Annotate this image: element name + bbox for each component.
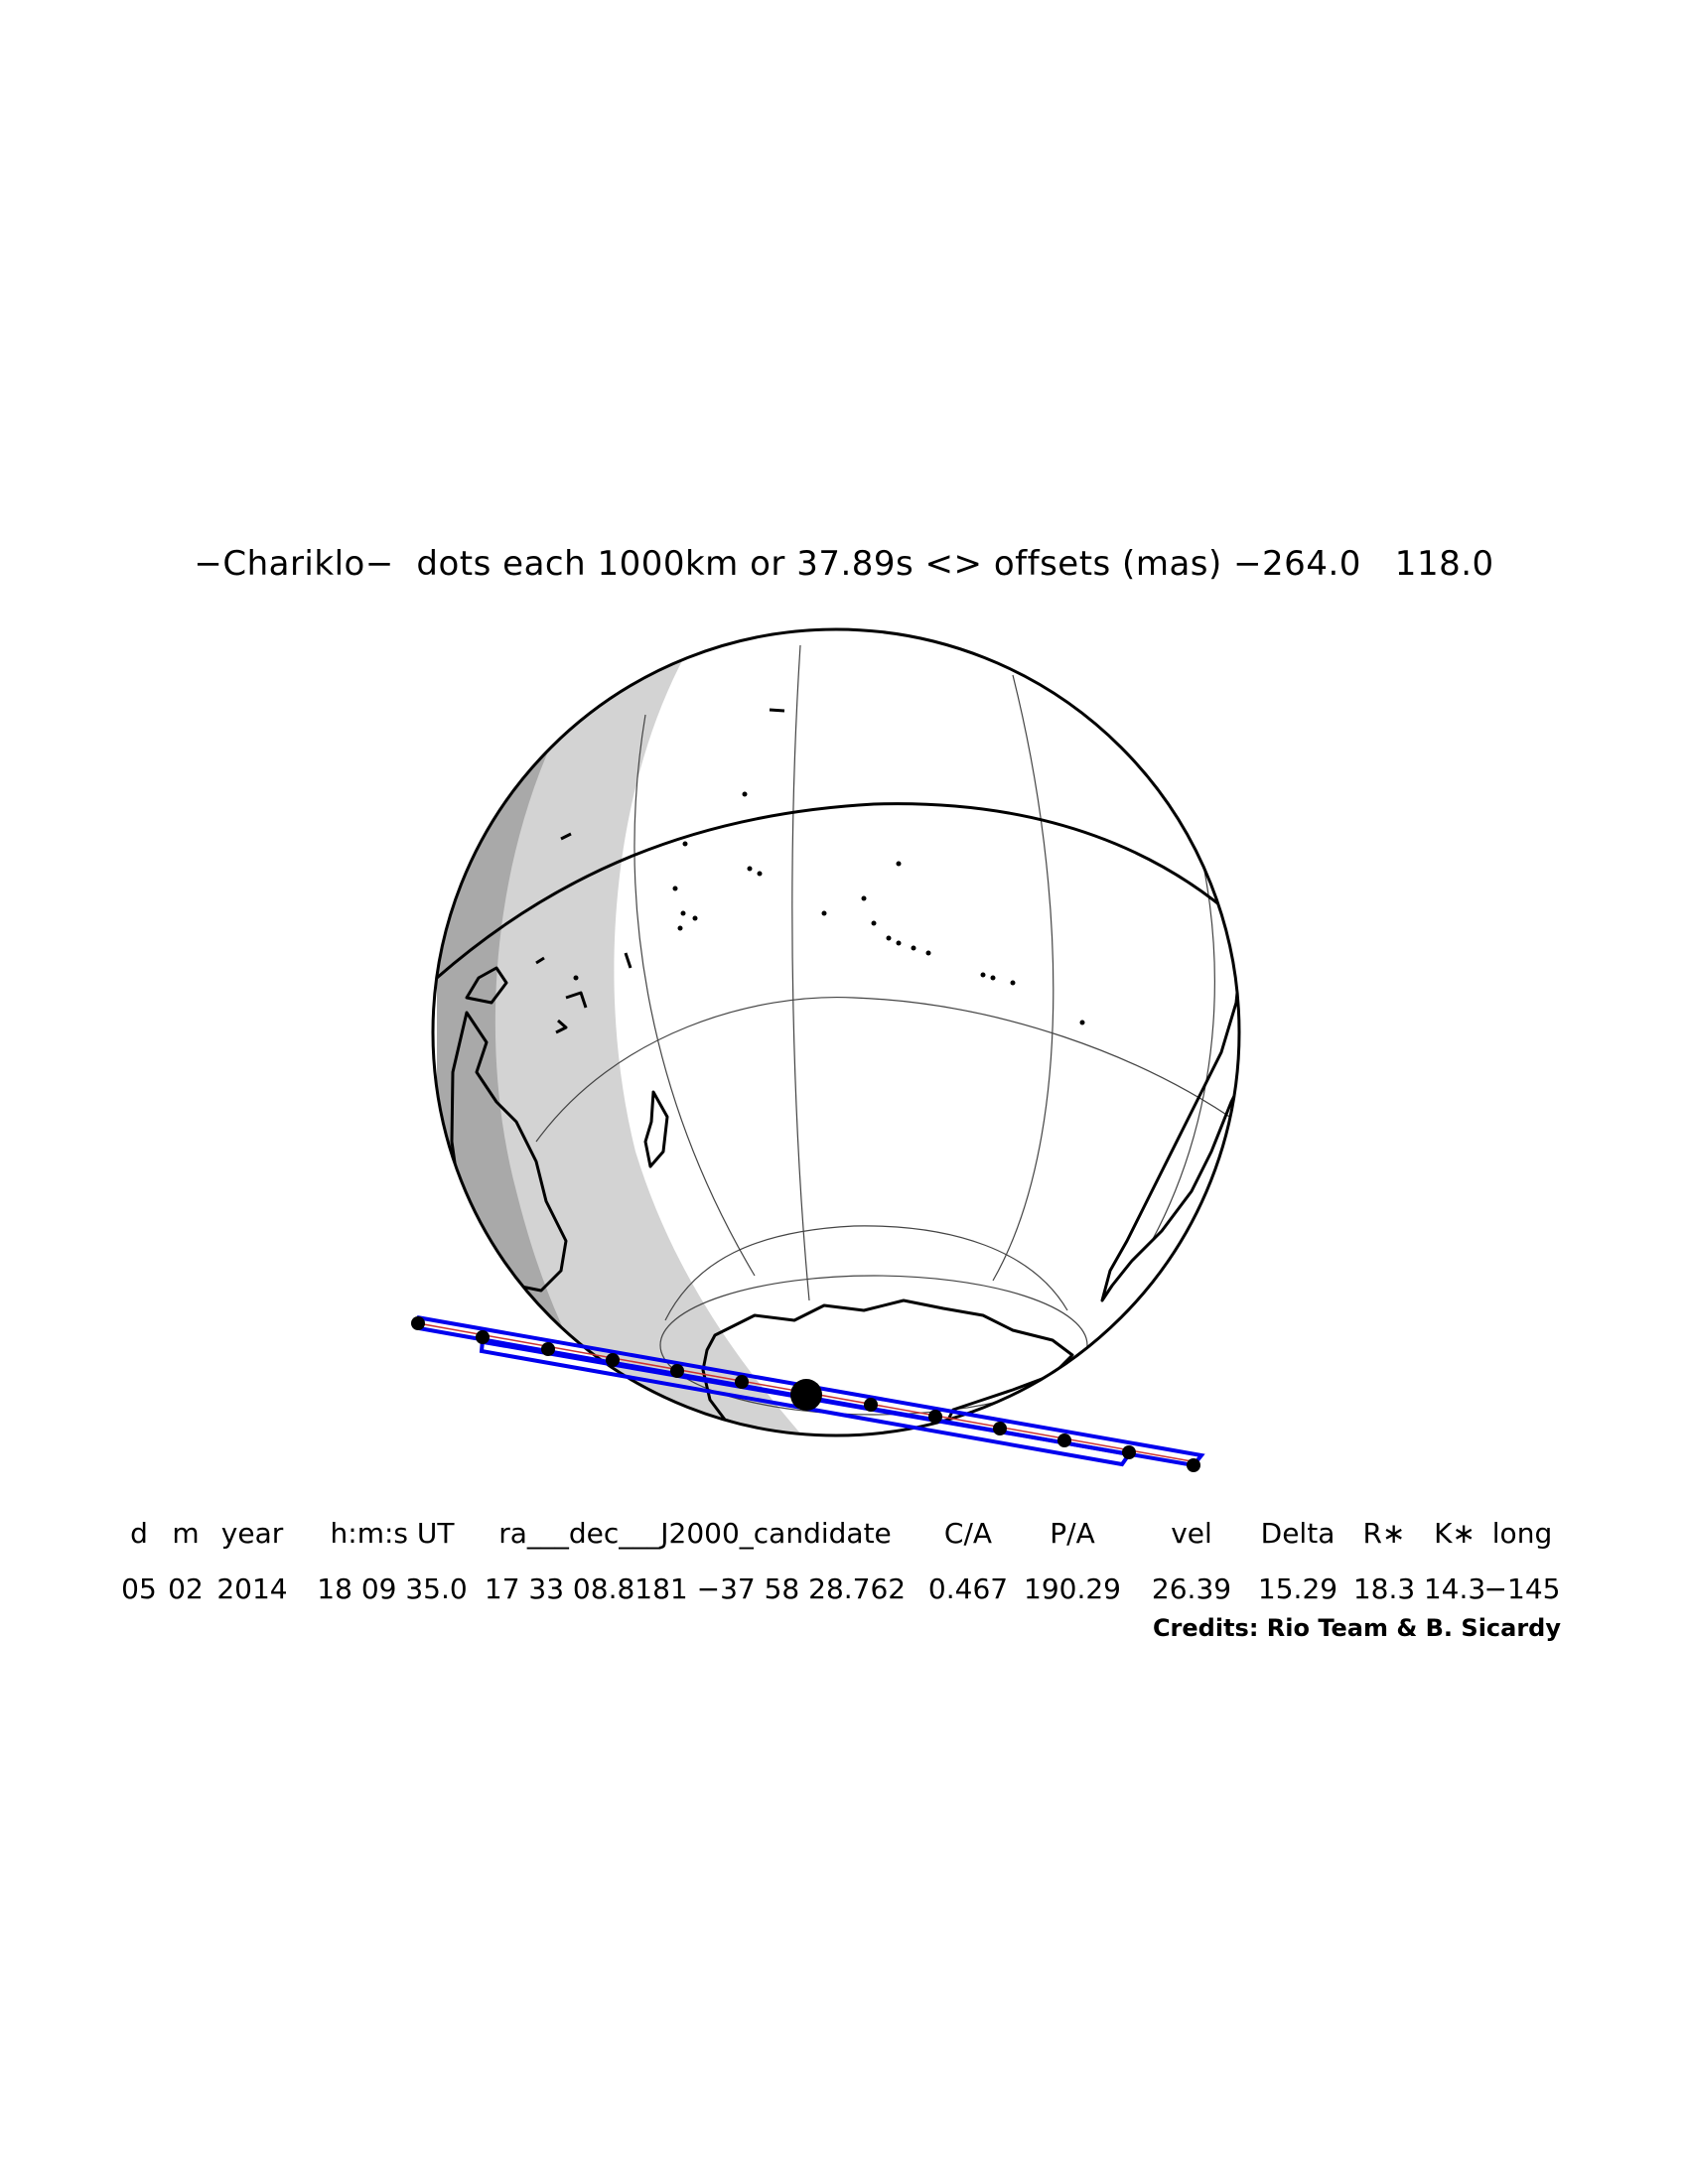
value-coords: 17 33 08.8181 −37 58 28.762 [484, 1572, 907, 1605]
value-vel: 26.39 [1151, 1572, 1232, 1605]
header-vel: vel [1171, 1517, 1212, 1550]
map-title: −Chariklo− dots each 1000km or 37.89s <>… [194, 544, 1494, 584]
header-long: long [1491, 1517, 1553, 1550]
value-year: 2014 [216, 1572, 288, 1605]
shadow-path [411, 1315, 1205, 1472]
path-dot [1122, 1445, 1136, 1459]
globe-outline [431, 627, 1241, 1437]
path-dot [735, 1375, 749, 1389]
header-rmag: R∗ [1362, 1517, 1406, 1550]
path-dots [411, 1316, 1200, 1472]
path-dot [993, 1422, 1007, 1435]
twilight-shade [494, 635, 814, 1435]
value-time: 18 09 35.0 [317, 1572, 468, 1605]
value-long: −145 [1483, 1572, 1561, 1605]
header-m: m [172, 1517, 200, 1550]
value-kmag: 14.3 [1423, 1572, 1486, 1605]
value-d: 05 [121, 1572, 157, 1605]
value-delta: 15.29 [1257, 1572, 1338, 1605]
header-d: d [130, 1517, 148, 1550]
path-dot [606, 1353, 620, 1367]
path-south-edge [418, 1326, 1133, 1467]
path-dot [864, 1398, 878, 1412]
island-dots [573, 791, 1085, 1025]
credits-text: Credits: Rio Team & B. Sicardy [1152, 1614, 1561, 1642]
table-header-row: d m year h:m:s UT ra___dec___J2000_candi… [0, 1517, 1688, 1553]
value-m: 02 [168, 1572, 204, 1605]
header-delta: Delta [1260, 1517, 1336, 1550]
header-ca: C/A [943, 1517, 993, 1550]
header-coords: ra___dec___J2000_candidate [498, 1517, 892, 1550]
central-instant-dot [790, 1379, 822, 1411]
path-dot [476, 1330, 490, 1344]
path-dot [670, 1364, 684, 1378]
path-dot [1187, 1458, 1200, 1472]
path-dot [541, 1342, 555, 1356]
value-ca: 0.467 [927, 1572, 1009, 1605]
value-pa: 190.29 [1024, 1572, 1121, 1605]
header-year: year [220, 1517, 284, 1550]
header-pa: P/A [1050, 1517, 1095, 1550]
equator [436, 802, 1239, 980]
path-dot [411, 1316, 425, 1330]
path-dot [928, 1410, 942, 1424]
value-rmag: 18.3 [1352, 1572, 1416, 1605]
path-dot [1057, 1433, 1071, 1447]
night-shade [437, 635, 755, 1435]
header-kmag: K∗ [1434, 1517, 1476, 1550]
header-time: h:m:s UT [330, 1517, 455, 1550]
table-value-row: 05 02 2014 18 09 35.0 17 33 08.8181 −37 … [0, 1572, 1688, 1608]
